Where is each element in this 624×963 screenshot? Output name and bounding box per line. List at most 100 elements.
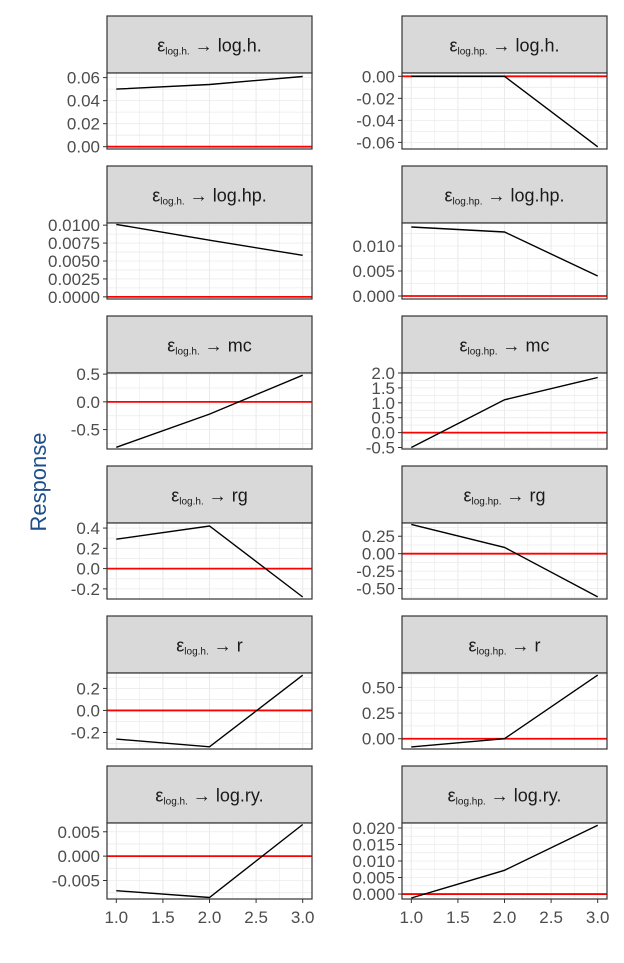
response-line <box>116 75 303 90</box>
y-tick-label: -0.5 <box>71 421 100 440</box>
response-line <box>116 223 303 256</box>
panel-3-0: εlog.h. → rg -0.20.0 0.20.4 <box>71 465 313 600</box>
y-tick-label: 0.0025 <box>48 270 100 289</box>
y-tick-label: 0.2 <box>76 679 100 698</box>
y-tick-label: 0.010 <box>352 237 395 256</box>
y-tick-label: -0.02 <box>356 89 395 108</box>
response-line <box>410 376 598 449</box>
panel-strip <box>106 765 313 824</box>
y-tick-label: -0.2 <box>71 580 100 599</box>
panel-strip-label: εlog.h. → log.ry. <box>155 786 263 808</box>
y-tick-label: 0.0100 <box>48 216 100 235</box>
y-tick-label: 0.5 <box>76 365 100 384</box>
panel-border <box>401 72 608 150</box>
panel-strip <box>401 765 608 824</box>
y-tick-label: 0.4 <box>76 519 100 538</box>
y-tick-label: 0.0 <box>76 393 100 412</box>
panel-border <box>401 522 608 600</box>
panel-border <box>401 222 608 300</box>
y-tick-label: 0.0 <box>371 424 395 443</box>
panel-1-1: εlog.hp. → log.hp. 0.000 0.005 0.010 <box>352 165 608 306</box>
response-line <box>411 824 599 899</box>
y-tick-label: 0.00 <box>362 545 395 564</box>
x-tick-label: 1.5 <box>446 908 470 927</box>
y-tick-label: 1.5 <box>371 379 395 398</box>
panel-border <box>106 672 313 750</box>
x-tick-label: 1.0 <box>399 908 423 927</box>
y-tick-label: 0.0 <box>76 701 100 720</box>
y-tick-label: 0.005 <box>57 823 100 842</box>
panel-border <box>106 522 313 600</box>
x-tick-label: 2.0 <box>493 908 517 927</box>
y-tick-label: 0.015 <box>352 835 395 854</box>
y-tick-label: 0.00 <box>362 730 395 749</box>
y-tick-label: 0.0 <box>76 560 100 579</box>
x-tick-label: 2.0 <box>198 908 222 927</box>
y-axis-label: Response <box>26 432 51 532</box>
y-tick-label: 0.010 <box>352 852 395 871</box>
y-tick-label: 0.25 <box>362 527 395 546</box>
y-tick-label: 0.06 <box>67 69 100 88</box>
y-tick-label: 0.0075 <box>48 234 100 253</box>
panel-strip-label: εlog.h. → r <box>176 636 243 658</box>
panel-strip-label: εlog.hp. → r <box>468 636 540 658</box>
panel-0-1: εlog.hp. → log.h. 0.00 -0.02 -0.04 -0.06 <box>356 15 608 152</box>
y-tick-label: 0.25 <box>362 704 395 723</box>
x-tick-label: 1.0 <box>104 908 128 927</box>
y-tick-label: -0.06 <box>356 133 395 152</box>
panel-2-0: εlog.h. → mc -0.5 0.0 0.5 <box>71 315 313 450</box>
response-line <box>116 525 304 598</box>
y-tick-label: 0.00 <box>362 67 395 86</box>
panel-border <box>401 672 608 750</box>
panel-strip <box>106 315 313 374</box>
y-tick-label: 0.0050 <box>48 252 100 271</box>
panel-strip <box>401 615 608 674</box>
y-tick-label: 0.50 <box>362 678 395 697</box>
panel-strip-label: εlog.hp. → log.hp. <box>444 186 564 208</box>
panel-strip <box>401 15 608 74</box>
panel-4-0: εlog.h. → r -0.2 0.0 0.2 <box>71 615 313 750</box>
response-line <box>411 674 599 748</box>
x-tick-label: 3.0 <box>291 908 315 927</box>
panel-strip-label: εlog.h. → log.hp. <box>152 186 267 208</box>
response-line <box>116 823 304 899</box>
y-tick-label: 0.04 <box>67 92 100 111</box>
y-tick-label: 0.000 <box>352 287 395 306</box>
panel-border <box>106 72 313 150</box>
y-tick-label: -0.005 <box>52 871 100 890</box>
panel-1-0: εlog.h. → log.hp. 0.00000.00250.00500.007… <box>48 165 313 307</box>
panel-strip-label: εlog.hp. → log.ry. <box>448 786 562 808</box>
y-tick-label: 1.0 <box>371 394 395 413</box>
panel-5-1: εlog.hp. → log.ry. 0.0000.0050.0100.0150.… <box>352 765 610 927</box>
panel-border <box>106 372 313 450</box>
response-line <box>411 75 599 148</box>
response-line <box>116 374 303 448</box>
x-tick-label: 3.0 <box>586 908 610 927</box>
panel-strip-label: εlog.h. → mc <box>167 336 252 358</box>
y-tick-label: -0.25 <box>356 562 395 581</box>
y-tick-label: 0.000 <box>352 885 395 904</box>
y-tick-label: 0.000 <box>57 847 100 866</box>
y-tick-label: -0.50 <box>356 580 395 599</box>
x-tick-label: 2.5 <box>539 908 563 927</box>
panel-2-1: εlog.hp. → mc -0.50.00.51.01.52.0 <box>366 315 608 458</box>
y-tick-label: 0.02 <box>67 115 100 134</box>
panel-4-1: εlog.hp. → r 0.00 0.25 0.50 <box>362 615 608 750</box>
y-tick-label: 0.00 <box>67 138 100 157</box>
panel-strip <box>106 615 313 674</box>
response-line <box>411 226 598 277</box>
panel-5-0: εlog.h. → log.ry. -0.005 0.000 0.005 1.0 1.5 2… <box>52 765 315 927</box>
response-line <box>411 523 599 598</box>
panel-strip-label: εlog.h. → rg <box>171 486 248 508</box>
x-tick-label: 2.5 <box>244 908 268 927</box>
panel-strip-label: εlog.hp. → log.h. <box>449 36 559 58</box>
panel-strip <box>401 165 608 224</box>
y-tick-label: 0.005 <box>352 869 395 888</box>
y-tick-label: 0.0000 <box>48 288 100 307</box>
y-tick-label: 0.2 <box>76 539 100 558</box>
panel-strip <box>106 15 313 74</box>
y-tick-label: 0.020 <box>352 819 395 838</box>
panel-strip-label: εlog.h. → log.h. <box>157 36 262 58</box>
panel-strip-label: εlog.hp. → mc <box>459 336 549 358</box>
